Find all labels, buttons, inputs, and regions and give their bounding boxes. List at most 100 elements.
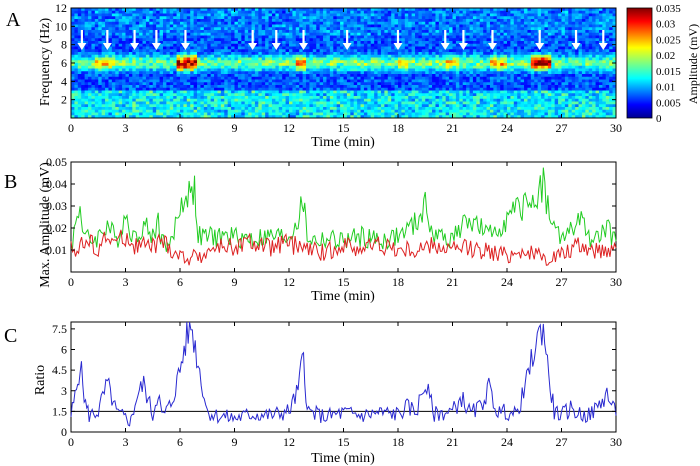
heatmap-cell: [394, 49, 399, 53]
heatmap-cell: [132, 8, 137, 12]
heatmap-cell: [77, 65, 82, 69]
heatmap-cell: [445, 101, 450, 105]
heatmap-cell: [466, 32, 470, 36]
heatmap-cell: [203, 90, 208, 94]
heatmap-cell: [254, 65, 259, 69]
heatmap-cell: [380, 63, 385, 67]
heatmap-cell: [77, 71, 82, 75]
heatmap-cell: [459, 98, 464, 102]
heatmap-cell: [377, 16, 382, 20]
heatmap-cell: [401, 35, 406, 39]
heatmap-cell: [289, 82, 293, 86]
heatmap-cell: [115, 63, 120, 67]
heatmap-cell: [472, 57, 477, 61]
heatmap-cell: [401, 65, 406, 69]
heatmap-cell: [115, 16, 120, 20]
heatmap-cell: [166, 24, 171, 28]
heatmap-cell: [190, 98, 195, 102]
heatmap-cell: [329, 98, 334, 102]
heatmap-cell: [428, 43, 433, 47]
heatmap-cell: [74, 104, 79, 108]
heatmap-cell: [452, 65, 457, 69]
heatmap-cell: [176, 112, 181, 116]
heatmap-cell: [445, 49, 450, 53]
heatmap-cell: [360, 21, 365, 25]
heatmap-cell: [459, 115, 464, 119]
heatmap-cell: [479, 82, 484, 86]
heatmap-cell: [265, 101, 269, 105]
heatmap-cell: [306, 54, 310, 58]
heatmap-cell: [282, 54, 286, 58]
heatmap-cell: [449, 30, 453, 34]
heatmap-cell: [340, 112, 344, 116]
heatmap-cell: [432, 98, 436, 102]
heatmap-cell: [224, 49, 229, 53]
heatmap-cell: [493, 87, 498, 91]
heatmap-cell: [462, 32, 467, 36]
heatmap-cell: [214, 60, 218, 64]
heatmap-cell: [180, 13, 184, 17]
heatmap-cell: [268, 90, 273, 94]
heatmap-cell: [367, 13, 372, 17]
heatmap-cell: [156, 30, 160, 34]
heatmap-cell: [316, 109, 321, 113]
heatmap-cell: [197, 46, 201, 50]
heatmap-cell: [326, 68, 331, 72]
heatmap-cell: [387, 54, 392, 58]
heatmap-cell: [449, 107, 453, 111]
heatmap-cell: [156, 82, 160, 86]
heatmap-cell: [88, 115, 92, 119]
heatmap-cell: [265, 27, 269, 31]
heatmap-cell: [224, 32, 229, 36]
heatmap-cell: [152, 10, 157, 14]
heatmap-cell: [323, 85, 327, 89]
heatmap-cell: [394, 90, 399, 94]
heatmap-cell: [418, 49, 423, 53]
heatmap-cell: [74, 60, 79, 64]
heatmap-cell: [156, 38, 160, 42]
heatmap-cell: [118, 82, 123, 86]
heatmap-cell: [292, 87, 297, 91]
heatmap-cell: [258, 109, 263, 113]
heatmap-cell: [333, 60, 338, 64]
heatmap-cell: [469, 79, 474, 83]
heatmap-cell: [387, 10, 392, 14]
heatmap-cell: [394, 57, 399, 61]
heatmap-cell: [115, 30, 120, 34]
heatmap-cell: [115, 90, 120, 94]
heatmap-cell: [452, 38, 457, 42]
heatmap-cell: [486, 54, 491, 58]
heatmap-cell: [486, 10, 491, 14]
heatmap-cell: [193, 68, 198, 72]
heatmap-cell: [77, 76, 82, 80]
heatmap-cell: [190, 52, 195, 56]
heatmap-cell: [391, 27, 395, 31]
heatmap-cell: [360, 43, 365, 47]
heatmap-cell: [132, 98, 137, 102]
heatmap-cell: [404, 101, 409, 105]
heatmap-cell: [415, 101, 419, 105]
heatmap-cell: [156, 24, 160, 28]
heatmap-cell: [265, 10, 269, 14]
heatmap-cell: [329, 8, 334, 12]
heatmap-cell: [207, 27, 212, 31]
heatmap-cell: [343, 21, 348, 25]
heatmap-cell: [374, 85, 378, 89]
heatmap-cell: [380, 43, 385, 47]
heatmap-cell: [493, 10, 498, 14]
heatmap-cell: [190, 87, 195, 91]
heatmap-cell: [299, 57, 304, 61]
heatmap-cell: [462, 16, 467, 20]
heatmap-cell: [132, 65, 137, 69]
heatmap-cell: [323, 107, 327, 111]
heatmap-cell: [421, 21, 426, 25]
heatmap-cell: [203, 115, 208, 119]
heatmap-cell: [302, 19, 307, 23]
heatmap-cell: [248, 71, 252, 75]
heatmap-cell: [118, 21, 123, 25]
heatmap-cell: [442, 19, 447, 23]
heatmap-cell: [98, 35, 103, 39]
heatmap-cell: [421, 63, 426, 67]
heatmap-cell: [476, 21, 481, 25]
heatmap-cell: [145, 57, 150, 61]
